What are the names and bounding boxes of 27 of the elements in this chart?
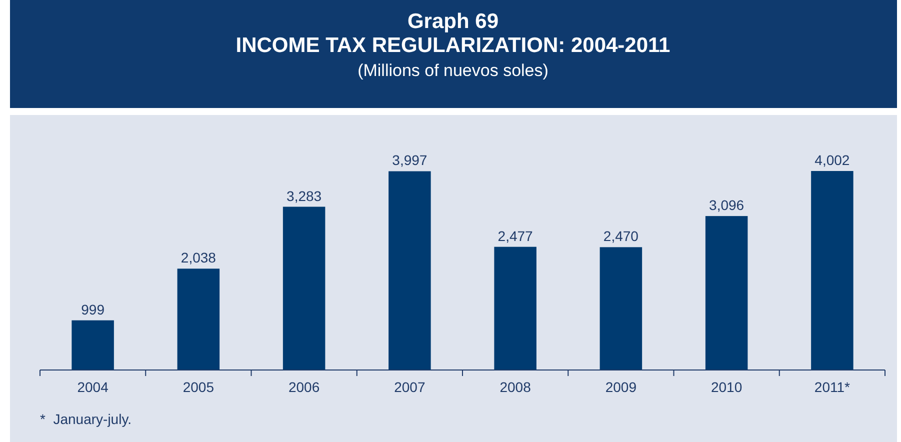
data-label: 4,002 [814,152,850,168]
chart-subtitle: (Millions of nuevos soles) [358,61,548,80]
data-label: 2,477 [498,228,534,244]
bar [282,206,326,370]
bar [494,246,536,370]
data-label: 3,997 [392,152,428,168]
x-tick-label: 2010 [710,379,742,395]
data-label: 3,283 [286,188,322,204]
bar [72,320,114,370]
data-label: 3,096 [709,197,744,214]
data-label: 2,038 [180,250,216,266]
x-tick-label: 2009 [605,379,637,395]
x-tick-label: 2004 [77,379,109,395]
bar [705,216,748,370]
bar [388,171,431,370]
bar [177,268,220,370]
text: * January-july. [40,411,132,427]
bar [600,247,642,370]
x-tick-label: 2007 [394,379,426,395]
chart-title: Graph 69 INCOME TAX REGULARIZATION: 2004-2011 [236,10,671,57]
data-label: 999 [81,301,105,318]
x-tick-label: 2006 [288,379,320,395]
data-label: 2,470 [603,228,639,244]
x-tick-label: 2008 [500,379,532,395]
x-tick-label: 2011* [814,379,851,395]
bar [811,171,854,370]
x-tick-label: 2005 [182,379,214,395]
